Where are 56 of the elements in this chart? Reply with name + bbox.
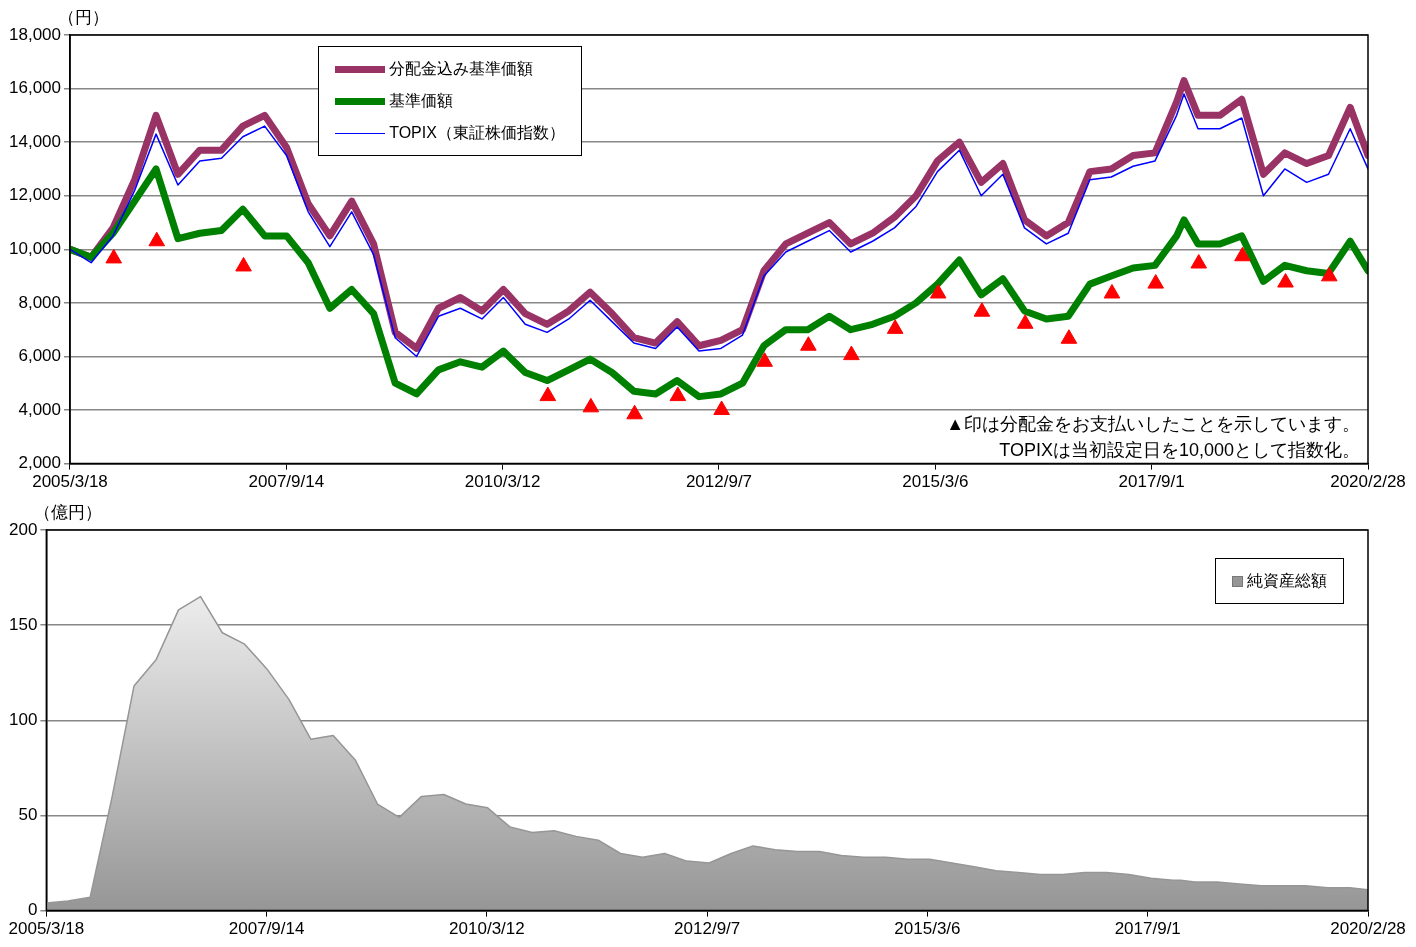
x-tick-label: 2020/2/28 xyxy=(1330,919,1406,939)
point xyxy=(756,352,773,367)
y-tick-label: 0 xyxy=(27,900,38,920)
y-tick-label: 10,000 xyxy=(9,238,61,258)
x-tick-label: 2015/3/6 xyxy=(902,472,969,492)
y-axis-title: （円） xyxy=(58,8,109,28)
y-tick-label: 50 xyxy=(18,805,38,825)
x-tick-label: 2007/9/14 xyxy=(248,472,325,492)
x-tick-label: 2005/3/18 xyxy=(32,472,108,492)
x-tick-label: 2010/3/12 xyxy=(464,472,541,492)
legend-label: 基準価額 xyxy=(389,90,454,111)
point xyxy=(235,256,252,272)
y-tick-label: 6,000 xyxy=(18,346,61,366)
x-tick-label: 2020/2/28 xyxy=(1330,472,1406,492)
point xyxy=(886,319,904,334)
point xyxy=(1190,254,1208,269)
point xyxy=(1060,329,1078,344)
point xyxy=(800,336,817,351)
y-tick-label: 100 xyxy=(8,709,38,729)
point xyxy=(1016,314,1034,329)
point xyxy=(973,302,991,317)
y-tick-label: 18,000 xyxy=(9,24,61,44)
point xyxy=(1234,246,1251,262)
x-tick-label: 2010/3/12 xyxy=(449,919,525,939)
legend-label: 分配金込み基準価額 xyxy=(389,58,534,79)
point xyxy=(843,345,860,361)
y-tick-label: 12,000 xyxy=(9,185,61,205)
point xyxy=(713,400,730,416)
point xyxy=(1147,274,1164,289)
annotation: TOPIXは当初設定日を10,000として指数化。 xyxy=(999,439,1360,460)
y-tick-label: 4,000 xyxy=(18,399,61,419)
point xyxy=(539,386,557,402)
point xyxy=(1277,273,1294,288)
x-tick-label: 2017/9/1 xyxy=(1114,919,1181,939)
point xyxy=(1103,284,1121,299)
annotation: ▲印は分配金をお支払いしたことを示しています。 xyxy=(946,413,1360,434)
x-tick-label: 2007/9/14 xyxy=(228,919,305,939)
legend-label: 純資産総額 xyxy=(1247,570,1328,591)
y-tick-label: 14,000 xyxy=(9,131,61,151)
point xyxy=(669,386,687,402)
x-tick-label: 2012/9/7 xyxy=(674,919,741,939)
x-tick-label: 2005/3/18 xyxy=(8,919,85,939)
point xyxy=(105,248,123,264)
point xyxy=(148,231,166,247)
y-tick-label: 2,000 xyxy=(18,453,61,473)
y-tick-label: 8,000 xyxy=(18,292,61,312)
legend-label: TOPIX（東証株価指数） xyxy=(389,122,565,143)
x-tick-label: 2012/9/7 xyxy=(685,472,753,492)
y-tick-label: 16,000 xyxy=(9,78,61,98)
x-tick-label: 2015/3/6 xyxy=(894,919,961,939)
point xyxy=(626,404,643,420)
point xyxy=(1320,266,1338,282)
point xyxy=(582,397,600,413)
x-tick-label: 2017/9/1 xyxy=(1118,472,1185,492)
point xyxy=(929,284,947,299)
y-tick-label: 150 xyxy=(8,614,38,634)
